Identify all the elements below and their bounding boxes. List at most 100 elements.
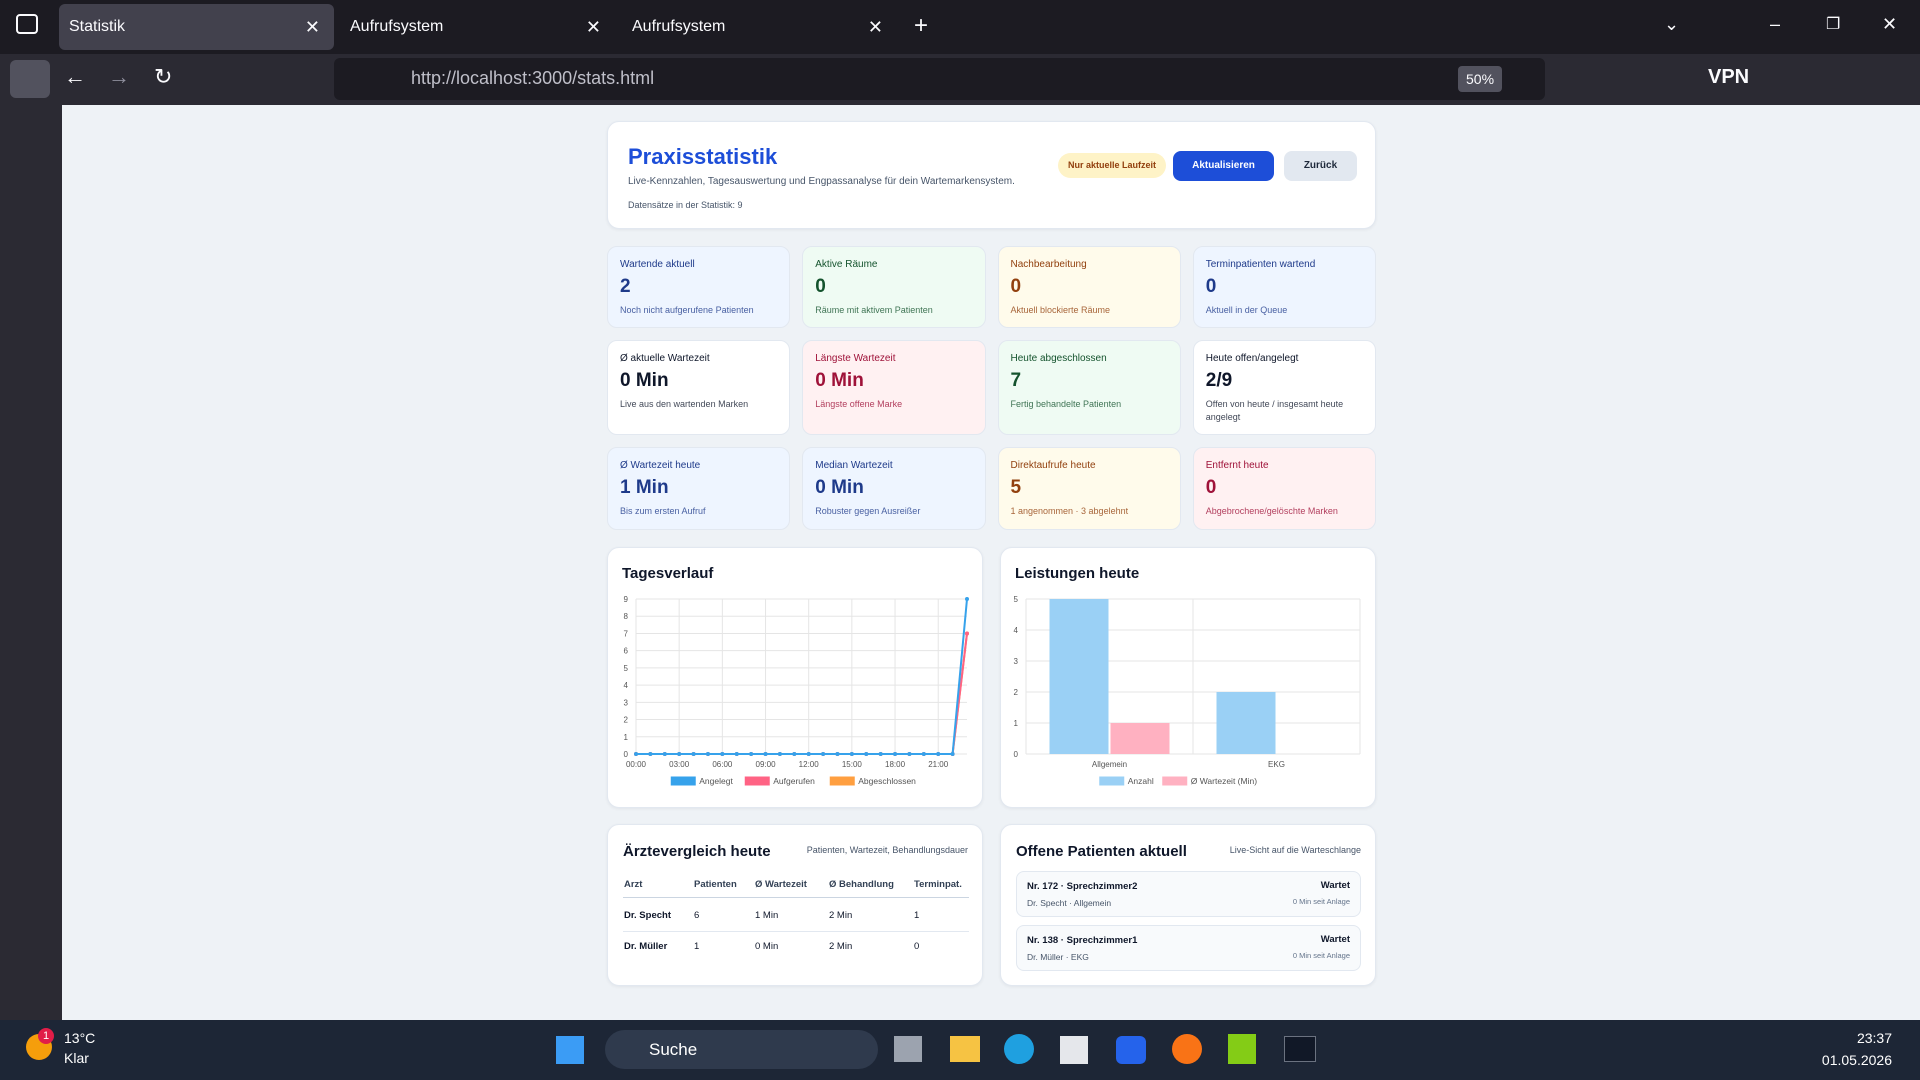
taskbar: 1 13°C Klar Suche 23:37 01.05.2026 (0, 1020, 1920, 1080)
stat-card: Längste Wartezeit 0 Min Längste offene Mar… (802, 340, 986, 435)
stat-label: Ø aktuelle Wartezeit (620, 353, 710, 364)
stat-label: Längste Wartezeit (815, 353, 896, 364)
stat-note: Bis zum ersten Aufruf (620, 506, 706, 516)
app-icon[interactable] (1060, 1036, 1088, 1064)
temperature: 13°C (64, 1030, 96, 1046)
stat-value: 1 Min (620, 477, 669, 498)
table-cell: 6 (694, 910, 700, 921)
table-cell: 2 Min (829, 910, 853, 921)
tab-close[interactable]: ✕ (304, 17, 320, 37)
search-label: Suche (649, 1040, 698, 1059)
stat-card: Nachbearbeitung 0 Aktuell blockierte Räume (997, 246, 1181, 328)
app-icon[interactable] (1228, 1034, 1256, 1064)
stat-value: 0 (815, 276, 826, 297)
stat-card: Ø aktuelle Wartezeit 0 Min Live aus den wa… (607, 340, 791, 435)
records: Datensätze in der Statistik: 9 (628, 200, 743, 210)
stat-value: 0 (1010, 276, 1022, 297)
stat-note: Live aus den wartenden Marken (620, 399, 749, 409)
close-window[interactable]: ✕ (1882, 14, 1898, 34)
weather: Klar (64, 1050, 89, 1066)
badge: 1 (38, 1028, 54, 1044)
tab-close[interactable]: ✕ (867, 17, 883, 37)
start-button[interactable] (556, 1036, 584, 1064)
stat-value: 2/9 (1205, 370, 1233, 391)
patient-sub: Dr. Müller · EKG (1027, 952, 1089, 962)
stat-card: Heute offen/angelegt 2/9 Offen von heute /… (1192, 340, 1376, 435)
stat-card: Wartende aktuell 2 Noch nicht aufgerufene … (607, 246, 791, 328)
nav-bar: ← → ↻ http://localhost:3000/stats.html 5… (0, 54, 1920, 105)
restore[interactable]: ❐ (1826, 16, 1841, 33)
search[interactable]: Suche (605, 1030, 878, 1069)
table-header: Ø Behandlung (829, 879, 894, 890)
table-cell: Dr. Specht (624, 910, 671, 921)
divider (623, 931, 969, 932)
tab-list-icon[interactable] (16, 14, 38, 34)
stat-label: Heute offen/angelegt (1205, 353, 1299, 364)
new-tab[interactable]: + (914, 12, 929, 39)
url-bar[interactable]: http://localhost:3000/stats.html 50% (334, 58, 1545, 100)
vpn[interactable]: VPN (1708, 66, 1750, 88)
app-icon[interactable] (950, 1036, 980, 1062)
app-icon[interactable] (894, 1036, 922, 1062)
table-header: Ø Wartezeit (755, 879, 807, 890)
stat-note: Robuster gegen Ausreißer (815, 506, 921, 516)
chart-card (607, 547, 983, 808)
doctor-card: Ärztevergleich heute Patienten, Wartezei… (607, 824, 983, 986)
card-hint: Live-Sicht auf die Warteschlange (1229, 845, 1361, 855)
stat-value: 0 Min (620, 370, 669, 391)
patient-title: Nr. 172 · Sprechzimmer2 (1027, 881, 1138, 892)
stat-card: Direktaufrufe heute 5 1 angenommen · 3 abg… (997, 447, 1181, 530)
badge: Nur aktuelle Laufzeit (1058, 153, 1167, 178)
stat-card: Ø Wartezeit heute 1 Min Bis zum ersten Auf… (607, 447, 791, 530)
stat-value: 0 Min (815, 370, 864, 391)
table-header: Arzt (624, 879, 643, 890)
reload[interactable]: ↻ (154, 64, 173, 89)
table-cell: 0 (914, 941, 920, 952)
card-hint: Patienten, Wartezeit, Behandlungsdauer (806, 845, 968, 855)
url-host: http://localhost (411, 68, 528, 88)
stat-note: Offen von heute / insgesamt heute angele… (1205, 399, 1344, 422)
patient-card: Offene Patienten aktuell Live-Sicht auf … (1000, 824, 1376, 986)
url: http://localhost:3000/stats.html (411, 68, 654, 89)
zoom[interactable]: 50% (1458, 66, 1503, 92)
stat-label: Entfernt heute (1205, 460, 1269, 471)
tab[interactable]: Statistik ✕ (59, 4, 334, 50)
app-icon[interactable] (1284, 1036, 1316, 1062)
stat-value: 0 Min (815, 477, 864, 498)
patient-since: 0 Min seit Anlage (1292, 897, 1350, 906)
stat-label: Nachbearbeitung (1010, 259, 1087, 270)
back[interactable]: ← (64, 64, 86, 89)
url-path: :3000/stats.html (527, 68, 655, 88)
page-title: Praxisstatistik (628, 144, 778, 169)
tab[interactable]: Aufrufsystem ✕ (622, 4, 897, 50)
stat-card: Median Wartezeit 0 Min Robuster gegen Ausr… (802, 447, 986, 530)
back-button[interactable]: Zurück (1284, 151, 1357, 181)
stat-note: Aktuell in der Queue (1205, 305, 1288, 315)
stat-value: 5 (1010, 477, 1022, 498)
table-cell: 1 (694, 941, 700, 952)
patient-sub: Dr. Specht · Allgemein (1027, 898, 1112, 908)
sidebar-toggle[interactable] (10, 60, 50, 98)
header-card: Praxisstatistik Live-Kennzahlen, Tagesau… (607, 121, 1376, 229)
refresh-button[interactable]: Aktualisieren (1173, 151, 1274, 181)
tab[interactable]: Aufrufsystem ✕ (340, 4, 615, 50)
stat-note: Noch nicht aufgerufene Patienten (620, 305, 754, 315)
tab-close[interactable]: ✕ (585, 17, 601, 37)
forward[interactable]: → (108, 64, 130, 89)
stat-label: Direktaufrufe heute (1010, 460, 1096, 471)
stat-value: 7 (1010, 370, 1022, 391)
stat-card: Terminpatienten wartend 0 Aktuell in der Q… (1192, 246, 1376, 328)
stat-note: Räume mit aktivem Patienten (815, 305, 933, 315)
app-icon[interactable] (1116, 1036, 1146, 1064)
patient-status: Wartet (1320, 880, 1350, 891)
tab-title: Statistik (69, 18, 126, 35)
app-icon[interactable] (1172, 1034, 1202, 1064)
tab-overflow[interactable]: ⌄ (1664, 14, 1680, 34)
minimize[interactable]: – (1770, 14, 1781, 34)
stat-note: Längste offene Marke (815, 399, 903, 409)
stat-value: 0 (1205, 276, 1217, 297)
app-icon[interactable] (1004, 1034, 1034, 1064)
table-cell: 2 Min (829, 941, 853, 952)
stat-label: Aktive Räume (815, 259, 878, 270)
